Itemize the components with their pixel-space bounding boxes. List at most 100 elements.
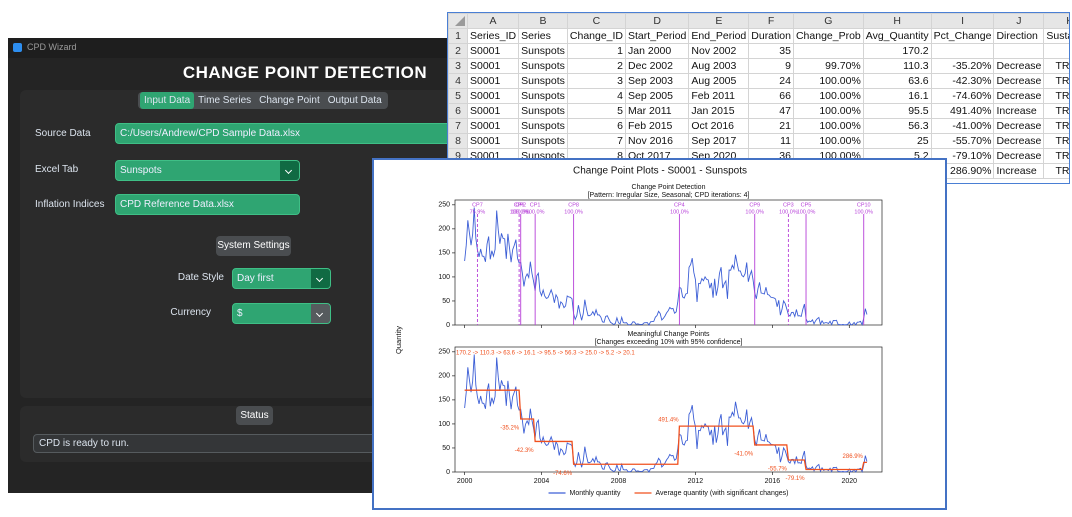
button[interactable]: System Settings <box>216 236 291 256</box>
cell[interactable]: 9 <box>748 58 794 74</box>
cell[interactable]: 8 <box>448 133 468 149</box>
cell[interactable]: S0001 <box>466 103 520 119</box>
cell[interactable]: S0001 <box>466 43 520 59</box>
cell[interactable] <box>448 13 468 29</box>
cell[interactable]: Feb 2011 <box>688 88 750 104</box>
cell[interactable]: 95.5 <box>862 103 932 119</box>
dropdown[interactable]: Day first <box>232 268 331 289</box>
cell[interactable]: -55.70% <box>930 133 995 149</box>
cell[interactable]: -42.30% <box>930 73 995 89</box>
cell[interactable]: TRUE <box>1043 73 1069 89</box>
cell[interactable]: 35 <box>748 43 794 59</box>
cell[interactable]: 2 <box>566 58 627 74</box>
cell[interactable]: 4 <box>566 88 627 104</box>
cell[interactable]: 1 <box>448 28 468 44</box>
cell[interactable]: I <box>930 13 995 29</box>
cell[interactable]: 11 <box>748 133 794 149</box>
dropdown-arrow[interactable] <box>280 161 299 180</box>
cell[interactable]: Aug 2005 <box>688 73 750 89</box>
cell[interactable]: Sep 2003 <box>625 73 690 89</box>
cell[interactable]: 47 <box>748 103 794 119</box>
cell[interactable]: Increase <box>993 163 1045 179</box>
cell[interactable]: Sunspots <box>518 118 568 134</box>
cell[interactable]: Sunspots <box>518 58 568 74</box>
cell[interactable]: 110.3 <box>862 58 932 74</box>
cell[interactable]: 6 <box>448 103 468 119</box>
cell[interactable]: 99.70% <box>792 58 864 74</box>
cell[interactable]: TRUE <box>1043 58 1069 74</box>
cell[interactable]: 21 <box>748 118 794 134</box>
cell[interactable]: Decrease <box>993 58 1045 74</box>
cell[interactable]: TRUE <box>1043 163 1069 179</box>
cell[interactable] <box>1043 43 1069 59</box>
cell[interactable]: 100.00% <box>792 118 864 134</box>
cell[interactable]: 6 <box>566 118 627 134</box>
cell[interactable]: S0001 <box>466 58 520 74</box>
cell[interactable]: 100.00% <box>792 133 864 149</box>
cell[interactable]: TRUE <box>1043 103 1069 119</box>
tab[interactable]: Time Series <box>198 95 252 106</box>
cell[interactable]: Sunspots <box>518 88 568 104</box>
cell[interactable]: 100.00% <box>792 73 864 89</box>
cell[interactable]: -41.00% <box>930 118 995 134</box>
cell[interactable]: -35.20% <box>930 58 995 74</box>
cell[interactable]: S0001 <box>466 73 520 89</box>
cell[interactable]: E <box>688 13 750 29</box>
cell[interactable]: 5 <box>566 103 627 119</box>
tab[interactable]: Input Data <box>140 92 195 109</box>
cell[interactable]: 24 <box>748 73 794 89</box>
cell[interactable]: 7 <box>448 118 468 134</box>
cell[interactable]: Sunspots <box>518 103 568 119</box>
cell[interactable]: J <box>993 13 1045 29</box>
tab[interactable]: Output Data <box>327 95 382 106</box>
cell[interactable]: K <box>1043 13 1069 29</box>
cell[interactable]: 7 <box>566 133 627 149</box>
cell[interactable] <box>993 43 1045 59</box>
cell[interactable]: S0001 <box>466 118 520 134</box>
dropdown[interactable]: $ <box>232 303 331 324</box>
cell[interactable]: 3 <box>566 73 627 89</box>
cell[interactable]: H <box>862 13 932 29</box>
cell[interactable]: C <box>566 13 627 29</box>
cell[interactable]: 66 <box>748 88 794 104</box>
button[interactable]: Status <box>236 406 273 425</box>
cell[interactable]: Jan 2015 <box>688 103 750 119</box>
cell[interactable]: 100.00% <box>792 88 864 104</box>
cell[interactable]: 170.2 <box>862 43 932 59</box>
cell[interactable] <box>792 43 864 59</box>
cell[interactable]: B <box>518 13 568 29</box>
cell[interactable]: 63.6 <box>862 73 932 89</box>
cell[interactable]: Start_Period <box>625 28 690 44</box>
cell[interactable]: Decrease <box>993 118 1045 134</box>
cell[interactable]: 5 <box>448 88 468 104</box>
cell[interactable]: Nov 2016 <box>625 133 690 149</box>
cell[interactable]: TRUE <box>1043 148 1069 164</box>
cell[interactable]: 56.3 <box>862 118 932 134</box>
dropdown-arrow[interactable] <box>311 269 330 288</box>
cell[interactable]: Mar 2011 <box>625 103 690 119</box>
cell[interactable]: A <box>466 13 520 29</box>
cell[interactable]: Decrease <box>993 88 1045 104</box>
cell[interactable]: TRUE <box>1043 118 1069 134</box>
cell[interactable]: Sunspots <box>518 43 568 59</box>
cell[interactable]: Change_ID <box>566 28 627 44</box>
cell[interactable]: 1 <box>566 43 627 59</box>
cell[interactable]: TRUE <box>1043 133 1069 149</box>
cell[interactable]: Jan 2000 <box>625 43 690 59</box>
dropdown[interactable]: Sunspots <box>115 160 300 181</box>
cell[interactable]: Feb 2015 <box>625 118 690 134</box>
cell[interactable]: D <box>625 13 690 29</box>
cell[interactable]: 2 <box>448 43 468 59</box>
cell[interactable]: 16.1 <box>862 88 932 104</box>
cell[interactable]: 4 <box>448 73 468 89</box>
cell[interactable]: F <box>748 13 794 29</box>
cell[interactable]: Avg_Quantity <box>862 28 932 44</box>
cell[interactable]: Increase <box>993 103 1045 119</box>
tab[interactable]: Change Point <box>259 95 320 106</box>
cell[interactable]: Sep 2017 <box>688 133 750 149</box>
cell[interactable]: S0001 <box>466 133 520 149</box>
cell[interactable]: Duration <box>748 28 794 44</box>
cell[interactable]: Oct 2016 <box>688 118 750 134</box>
cell[interactable]: Dec 2002 <box>625 58 690 74</box>
cell[interactable]: Nov 2002 <box>688 43 750 59</box>
